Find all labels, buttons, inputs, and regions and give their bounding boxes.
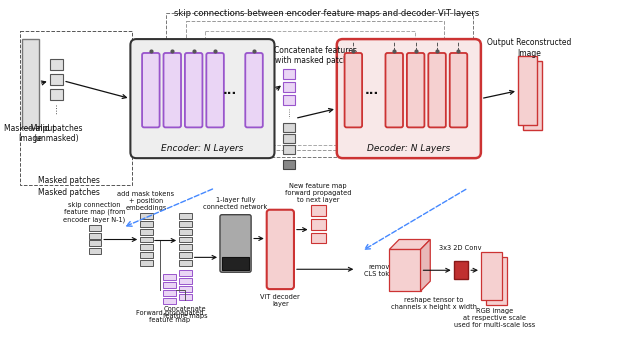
Bar bbox=[88, 249, 101, 255]
Text: remove
CLS token: remove CLS token bbox=[364, 264, 397, 277]
Polygon shape bbox=[420, 240, 430, 291]
Text: Encoder: N Layers: Encoder: N Layers bbox=[161, 144, 244, 153]
Bar bbox=[179, 286, 192, 292]
Bar bbox=[481, 252, 502, 300]
Bar bbox=[88, 240, 101, 246]
Bar bbox=[88, 233, 101, 239]
FancyBboxPatch shape bbox=[267, 210, 294, 289]
Bar bbox=[179, 236, 192, 242]
Bar bbox=[222, 257, 249, 270]
Bar bbox=[140, 213, 153, 219]
Text: 3x3 2D Conv: 3x3 2D Conv bbox=[439, 245, 482, 251]
Bar bbox=[140, 221, 153, 227]
Text: Concatenate
feature maps: Concatenate feature maps bbox=[163, 306, 207, 319]
FancyBboxPatch shape bbox=[337, 39, 481, 158]
FancyBboxPatch shape bbox=[407, 53, 424, 127]
Text: Masked Input
Image: Masked Input Image bbox=[4, 124, 56, 143]
Text: Decoder: N Layers: Decoder: N Layers bbox=[367, 144, 451, 153]
FancyBboxPatch shape bbox=[163, 53, 181, 127]
Text: Masked patches: Masked patches bbox=[38, 176, 100, 185]
Bar bbox=[284, 134, 295, 143]
Bar bbox=[49, 59, 63, 70]
Bar bbox=[179, 270, 192, 276]
Bar bbox=[163, 290, 176, 296]
Text: skip connections between encoder feature maps and decoder ViT layers: skip connections between encoder feature… bbox=[175, 9, 480, 18]
Bar bbox=[49, 89, 63, 99]
FancyBboxPatch shape bbox=[344, 53, 362, 127]
Text: ...: ... bbox=[223, 84, 237, 97]
Bar bbox=[140, 229, 153, 235]
Bar bbox=[486, 257, 507, 305]
Text: Output Reconstructed
Image: Output Reconstructed Image bbox=[488, 38, 572, 58]
Text: ViT decoder
layer: ViT decoder layer bbox=[260, 294, 300, 307]
Text: New feature map
forward propagated
to next layer: New feature map forward propagated to ne… bbox=[285, 183, 351, 203]
Bar bbox=[179, 260, 192, 266]
Bar bbox=[284, 124, 295, 132]
FancyBboxPatch shape bbox=[450, 53, 467, 127]
Bar bbox=[389, 250, 420, 291]
Text: ...: ... bbox=[365, 84, 379, 97]
Text: 1-layer fully
connected network: 1-layer fully connected network bbox=[204, 197, 268, 210]
FancyBboxPatch shape bbox=[206, 53, 224, 127]
Bar bbox=[179, 213, 192, 219]
Bar bbox=[163, 298, 176, 304]
Bar bbox=[140, 236, 153, 242]
FancyBboxPatch shape bbox=[142, 53, 159, 127]
Bar bbox=[22, 39, 39, 129]
Bar bbox=[179, 278, 192, 284]
FancyBboxPatch shape bbox=[245, 53, 263, 127]
Bar bbox=[205, 31, 415, 145]
FancyBboxPatch shape bbox=[185, 53, 202, 127]
Bar bbox=[284, 69, 295, 79]
FancyBboxPatch shape bbox=[220, 215, 251, 272]
Text: skip connection
feature map (from
encoder layer N-1): skip connection feature map (from encode… bbox=[63, 202, 125, 223]
Bar bbox=[163, 282, 176, 288]
Bar bbox=[523, 61, 542, 130]
Bar bbox=[140, 260, 153, 266]
Bar bbox=[310, 233, 326, 244]
Bar bbox=[186, 21, 444, 150]
Bar bbox=[284, 82, 295, 92]
Bar bbox=[179, 252, 192, 258]
Polygon shape bbox=[389, 240, 430, 250]
Bar bbox=[49, 74, 63, 85]
FancyBboxPatch shape bbox=[131, 39, 275, 158]
Text: Valid patches
(unmasked): Valid patches (unmasked) bbox=[31, 124, 82, 143]
Bar bbox=[518, 56, 538, 125]
Bar bbox=[454, 261, 468, 279]
Bar bbox=[179, 294, 192, 300]
Bar bbox=[284, 95, 295, 104]
Text: add mask tokens
+ position
embeddings: add mask tokens + position embeddings bbox=[117, 191, 175, 211]
Bar bbox=[140, 252, 153, 258]
Bar bbox=[284, 160, 295, 169]
Bar bbox=[20, 31, 132, 185]
Bar bbox=[166, 13, 473, 157]
Bar bbox=[310, 219, 326, 230]
Text: Concatenate features
with masked patches: Concatenate features with masked patches bbox=[274, 46, 357, 65]
Bar bbox=[88, 225, 101, 230]
Text: Masked patches: Masked patches bbox=[38, 188, 100, 197]
Bar bbox=[284, 145, 295, 154]
Text: RGB image
at respective scale
used for multi-scale loss: RGB image at respective scale used for m… bbox=[454, 308, 535, 328]
FancyBboxPatch shape bbox=[428, 53, 446, 127]
Bar bbox=[179, 229, 192, 235]
Bar bbox=[179, 245, 192, 250]
FancyBboxPatch shape bbox=[385, 53, 403, 127]
Text: Forward propagated
feature map: Forward propagated feature map bbox=[136, 310, 203, 323]
Bar bbox=[310, 205, 326, 216]
Bar bbox=[163, 274, 176, 280]
Bar bbox=[140, 245, 153, 250]
Text: reshape tensor to
channels x height x width: reshape tensor to channels x height x wi… bbox=[391, 297, 477, 310]
Bar bbox=[179, 221, 192, 227]
